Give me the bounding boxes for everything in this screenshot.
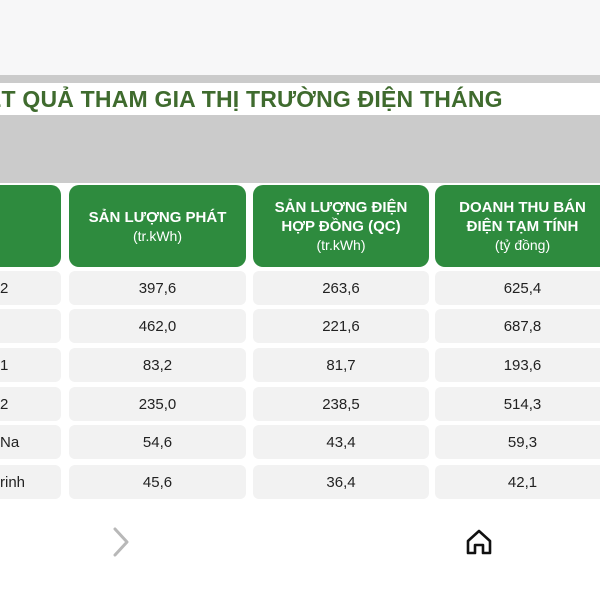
- home-icon[interactable]: [464, 527, 494, 557]
- table-row-name: 2: [0, 387, 61, 421]
- header-contract-title: SẢN LƯỢNG ĐIỆN HỢP ĐỒNG (QC): [274, 199, 408, 235]
- header-revenue-unit: (tỷ đồng): [494, 237, 551, 253]
- table-cell-revenue: 59,3: [435, 425, 600, 459]
- header-revenue-title: DOANH THU BÁN ĐIỆN TẠM TÍNH: [459, 199, 586, 235]
- table-row-name: 1: [0, 348, 61, 382]
- table-cell-contract: 43,4: [253, 425, 429, 459]
- table-row-name: rinh: [0, 465, 61, 499]
- header-cell-output: SẢN LƯỢNG PHÁT (tr.kWh): [69, 185, 246, 267]
- row-name-label: 1: [0, 356, 9, 374]
- table-cell-revenue: 42,1: [435, 465, 600, 499]
- header-output-unit: (tr.kWh): [133, 227, 182, 244]
- results-table: SẢN LƯỢNG PHÁT (tr.kWh) SẢN LƯỢNG ĐIỆN H…: [0, 183, 600, 503]
- table-cell-contract: 81,7: [253, 348, 429, 382]
- table-cell-contract: 221,6: [253, 309, 429, 343]
- table-cell-revenue: 687,8: [435, 309, 600, 343]
- table-cell-output: 45,6: [69, 465, 246, 499]
- table-cell-revenue: 625,4: [435, 271, 600, 305]
- table-cell-output: 462,0: [69, 309, 246, 343]
- header-cell-revenue: DOANH THU BÁN ĐIỆN TẠM TÍNH (tỷ đồng): [435, 185, 600, 267]
- table-cell-revenue: 514,3: [435, 387, 600, 421]
- table-cell-contract: 238,5: [253, 387, 429, 421]
- table-row-name: [0, 309, 61, 343]
- header-cell-contract: SẢN LƯỢNG ĐIỆN HỢP ĐỒNG (QC) (tr.kWh): [253, 185, 429, 267]
- header-output-title: SẢN LƯỢNG PHÁT: [88, 208, 227, 226]
- table-cell-output: 83,2: [69, 348, 246, 382]
- table-row-name: 2: [0, 271, 61, 305]
- header-contract-unit: (tr.kWh): [316, 237, 366, 253]
- report-banner: ẾT QUẢ THAM GIA THỊ TRƯỜNG ĐIỆN THÁNG: [0, 75, 600, 183]
- browser-bottom-toolbar: [0, 503, 600, 600]
- row-name-label: 2: [0, 395, 9, 413]
- row-name-label: 2: [0, 279, 9, 297]
- banner-title-strip: ẾT QUẢ THAM GIA THỊ TRƯỜNG ĐIỆN THÁNG: [0, 83, 600, 115]
- row-name-label: Na: [0, 433, 20, 451]
- table-cell-output: 235,0: [69, 387, 246, 421]
- table-row-name: Na: [0, 425, 61, 459]
- page-title: ẾT QUẢ THAM GIA THỊ TRƯỜNG ĐIỆN THÁNG: [0, 86, 503, 112]
- browser-top-bar: [0, 0, 600, 75]
- table-cell-contract: 36,4: [253, 465, 429, 499]
- chevron-right-icon[interactable]: [107, 525, 135, 559]
- table-cell-contract: 263,6: [253, 271, 429, 305]
- row-name-label: rinh: [0, 473, 26, 491]
- header-cell-name: [0, 185, 61, 267]
- table-cell-output: 397,6: [69, 271, 246, 305]
- table-cell-output: 54,6: [69, 425, 246, 459]
- table-cell-revenue: 193,6: [435, 348, 600, 382]
